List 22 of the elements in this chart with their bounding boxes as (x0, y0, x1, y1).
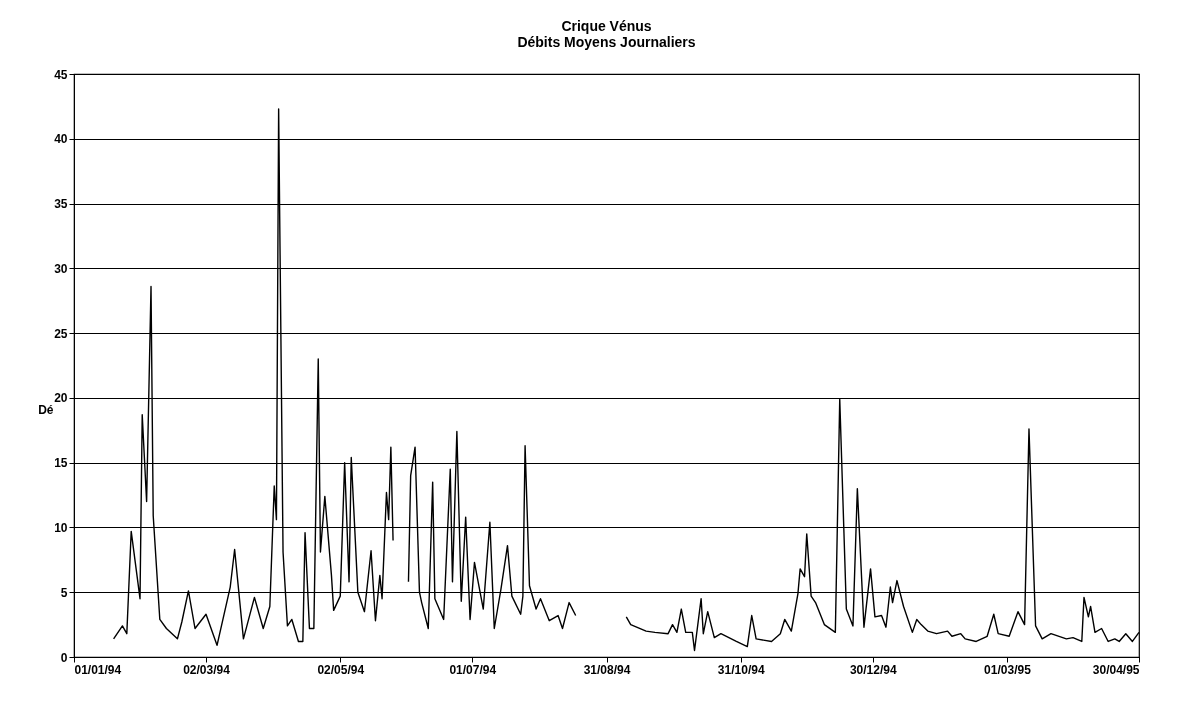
x-tick-label: 02/03/94 (183, 662, 231, 677)
x-tick-label: 30/12/94 (849, 662, 897, 677)
y-tick-label: 35 (54, 197, 68, 212)
x-tick-label: 01/01/94 (74, 662, 122, 677)
x-tick-label: 01/03/95 (984, 662, 1032, 677)
x-tick-label: 31/10/94 (717, 662, 765, 677)
x-tick-label: 02/05/94 (317, 662, 365, 677)
y-tick-label: 5 (60, 585, 68, 600)
y-axis-title: Dé (38, 402, 54, 417)
x-tick-label: 30/04/95 (1092, 662, 1140, 677)
y-tick-label: 25 (54, 326, 68, 341)
y-tick-label: 15 (54, 456, 68, 471)
y-tick-label: 0 (60, 650, 68, 665)
y-tick-label: 45 (54, 67, 68, 82)
y-tick-label: 40 (54, 132, 68, 147)
chart-title: Crique Vénus (561, 18, 652, 34)
y-tick-label: 30 (54, 261, 68, 276)
y-tick-label: 10 (54, 520, 68, 535)
chart-subtitle: Débits Moyens Journaliers (517, 34, 696, 50)
y-tick-label: 20 (54, 391, 68, 406)
x-tick-label: 01/07/94 (449, 662, 497, 677)
x-tick-label: 31/08/94 (583, 662, 631, 677)
